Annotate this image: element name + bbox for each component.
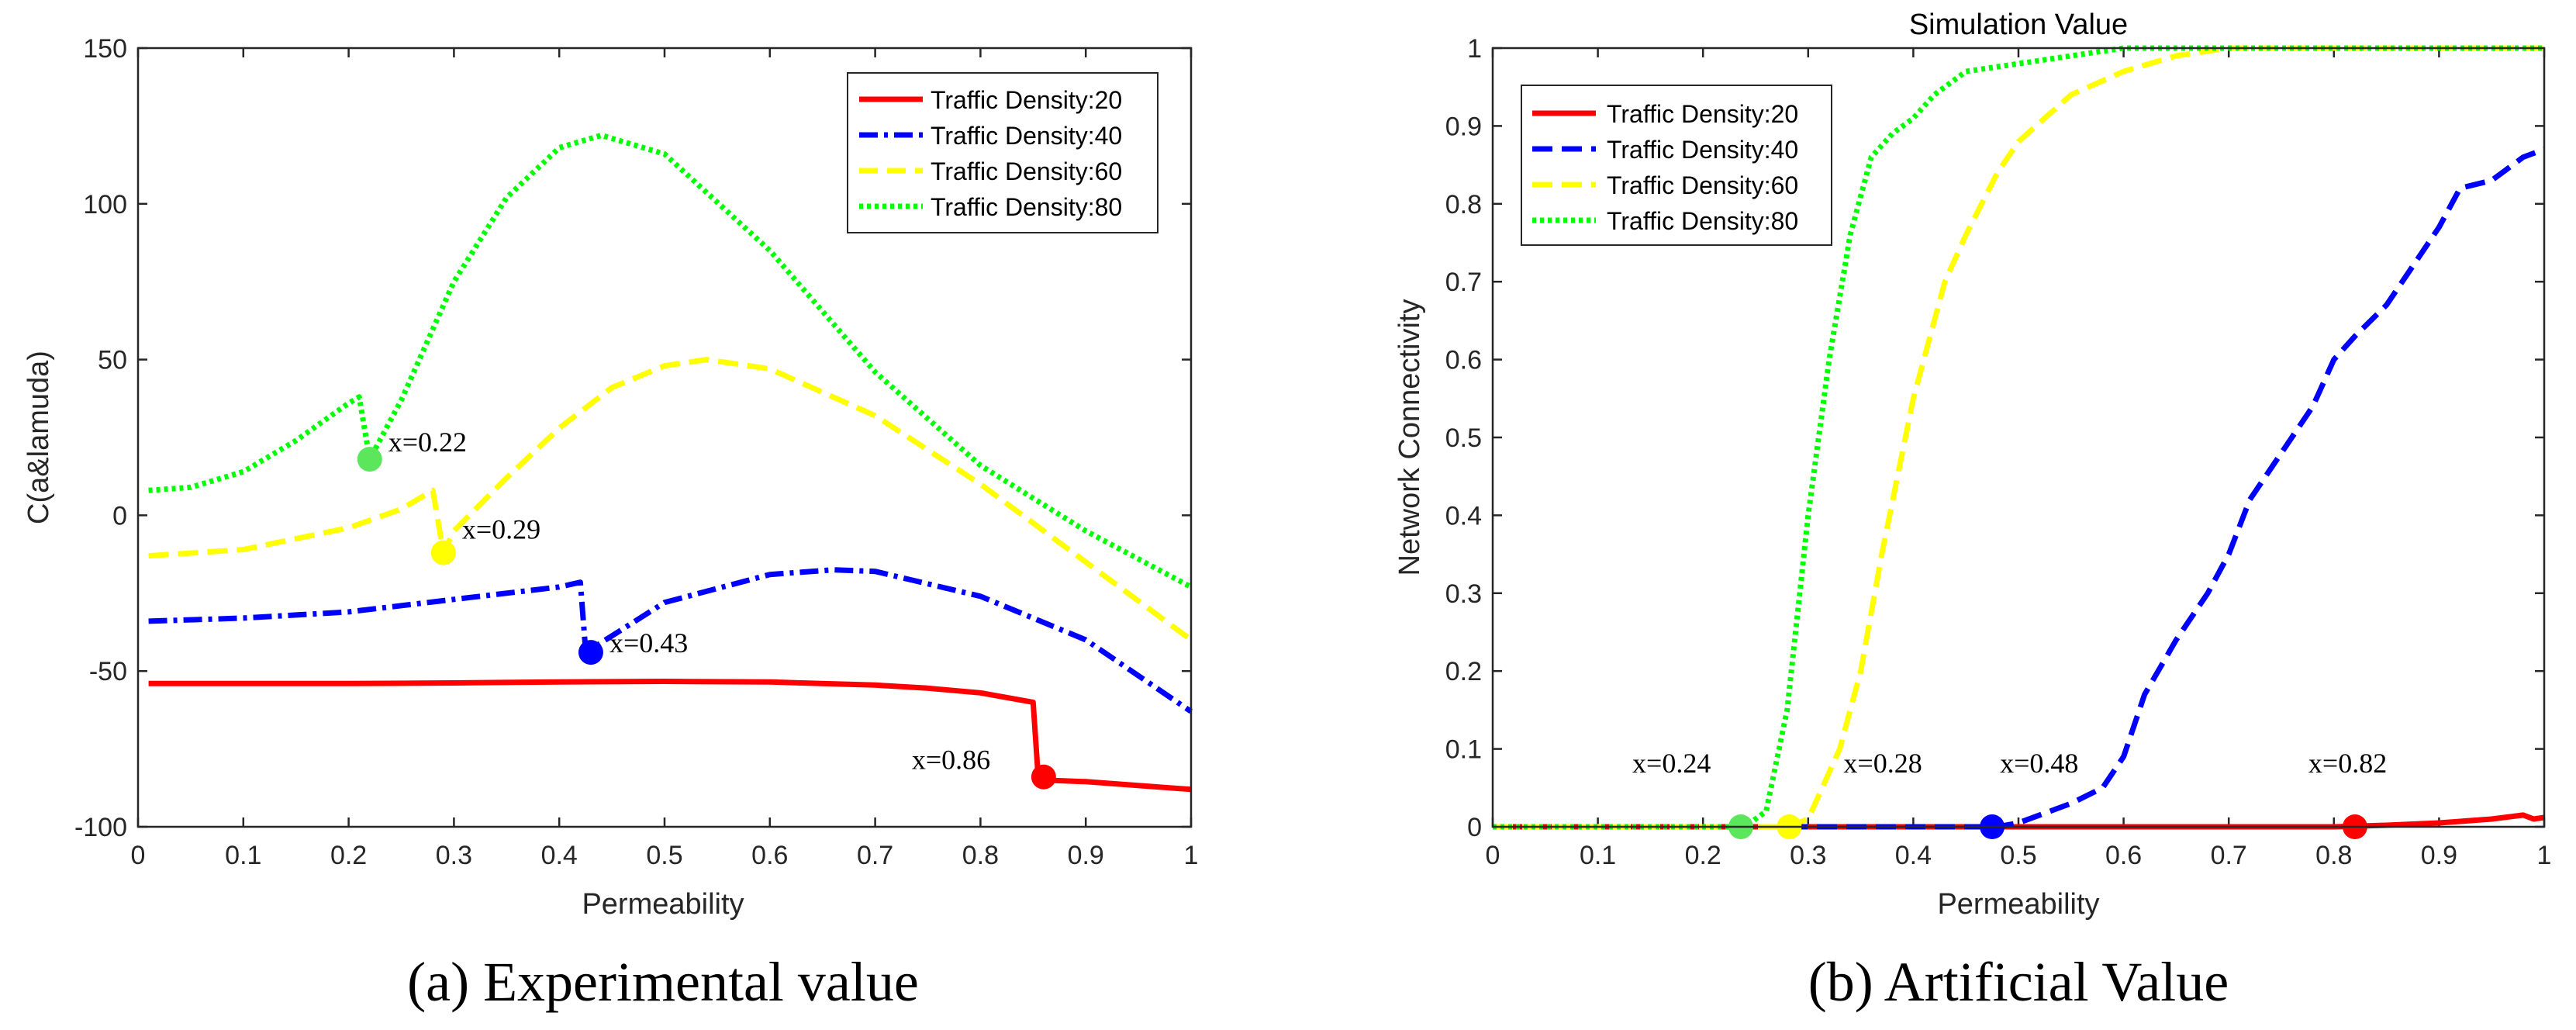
x-tick-label: 0.7 [857,841,893,870]
threshold-label: x=0.82 [2308,748,2387,779]
x-tick-label: 0.9 [1068,841,1104,870]
x-tick-label: 0.6 [2105,841,2142,870]
axis-ticks-b: 0 0.1 0.2 0.3 0.4 0.5 0.6 0.7 0.8 0.9 1 0 0.1 0.2 0.3 0… [1445,34,2552,870]
y-tick-label: 1 [1467,34,1482,64]
y-tick-label: -100 [74,813,127,842]
x-tick-label: 0.4 [541,841,578,870]
y-tick-label: 150 [83,34,127,64]
caption-b: (b) Artificial Value [1808,951,2229,1013]
y-tick-label: 0.9 [1445,112,1482,141]
y-tick-label: 0.5 [1445,423,1482,453]
legend-label: Traffic Density:40 [931,122,1122,150]
x-tick-label: 0.1 [225,841,261,870]
axis-ticks-a: 0 0.1 0.2 0.3 0.4 0.5 0.6 0.7 0.8 0.9 1 -100 -50 0 50 1… [74,34,1199,870]
x-tick-label: 1 [2537,841,2552,870]
x-tick-label: 0.6 [751,841,788,870]
caption-a: (a) Experimental value [407,951,919,1013]
x-tick-label: 0.2 [330,841,367,870]
y-tick-label: 50 [98,346,127,375]
x-tick-label: 0.5 [2000,841,2036,870]
series-line [1493,147,2546,830]
legend-b: Traffic Density:20 Traffic Density:40 Tr… [1521,85,1832,246]
y-tick-label: 0.1 [1445,735,1482,765]
threshold-marker [1031,764,1056,790]
y-tick-label: 0.3 [1445,579,1482,609]
x-tick-label: 0.9 [2421,841,2457,870]
threshold-label: x=0.48 [2000,748,2078,779]
chart-panel-b: 0 0.1 0.2 0.3 0.4 0.5 0.6 0.7 0.8 0.9 1 0 0.1 0.2 0.3 0… [1393,9,2551,1013]
x-tick-label: 0.8 [962,841,999,870]
markers-group-a: x=0.22 x=0.29 x=0.43 x=0.86 [357,427,1056,790]
x-tick-label: 0.3 [1790,841,1826,870]
y-tick-label: 0.4 [1445,501,1482,531]
chart-panel-a: 0 0.1 0.2 0.3 0.4 0.5 0.6 0.7 0.8 0.9 1 -100 -50 0 50 1… [22,34,1198,1013]
threshold-marker [430,540,456,565]
threshold-label: x=0.24 [1632,748,1711,779]
legend-label: Traffic Density:20 [1607,100,1798,128]
threshold-marker [578,640,603,665]
x-axis-label-a: Permeability [582,888,744,921]
legend-a: Traffic Density:20 Traffic Density:40 Tr… [847,72,1159,233]
series-line [148,357,1193,642]
y-tick-label: 0.2 [1445,657,1482,686]
threshold-label: x=0.29 [462,514,540,545]
x-tick-label: 0.3 [436,841,472,870]
x-tick-label: 0.1 [1580,841,1616,870]
plot-frame-a [136,47,1193,828]
legend-label: Traffic Density:60 [931,157,1122,185]
chart-title-b: Simulation Value [1909,9,2128,41]
x-tick-label: 0 [131,841,146,870]
y-tick-label: 100 [83,190,127,219]
series-line [148,132,1193,589]
x-tick-label: 0.2 [1685,841,1721,870]
y-tick-label: 0.7 [1445,268,1482,297]
threshold-marker [357,447,382,472]
y-tick-label: 0 [112,501,127,531]
legend-label: Traffic Density:80 [931,193,1122,221]
x-tick-label: 0.7 [2211,841,2247,870]
threshold-label: x=0.43 [609,627,688,658]
legend-label: Traffic Density:20 [931,86,1122,114]
y-tick-label: 0.6 [1445,346,1482,375]
legend-label: Traffic Density:40 [1607,136,1798,164]
x-tick-label: 0.5 [646,841,682,870]
legend-label: Traffic Density:60 [1607,171,1798,199]
threshold-label: x=0.22 [388,427,467,458]
y-tick-label: -50 [89,657,127,686]
threshold-label: x=0.28 [1843,748,1922,779]
threshold-label: x=0.86 [912,745,990,776]
y-axis-label-a: C(a&lamuda) [22,351,55,524]
y-tick-label: 0.8 [1445,190,1482,219]
x-tick-label: 0 [1486,841,1500,870]
x-tick-label: 0.8 [2315,841,2352,870]
y-tick-label: 0 [1467,813,1482,842]
legend-label: Traffic Density:80 [1607,207,1798,235]
plot-frame-b [1491,47,2546,828]
x-tick-label: 0.4 [1895,841,1932,870]
x-axis-label-b: Permeability [1937,888,2099,921]
y-axis-label-b: Network Connectivity [1393,299,1426,576]
x-tick-label: 1 [1184,841,1199,870]
